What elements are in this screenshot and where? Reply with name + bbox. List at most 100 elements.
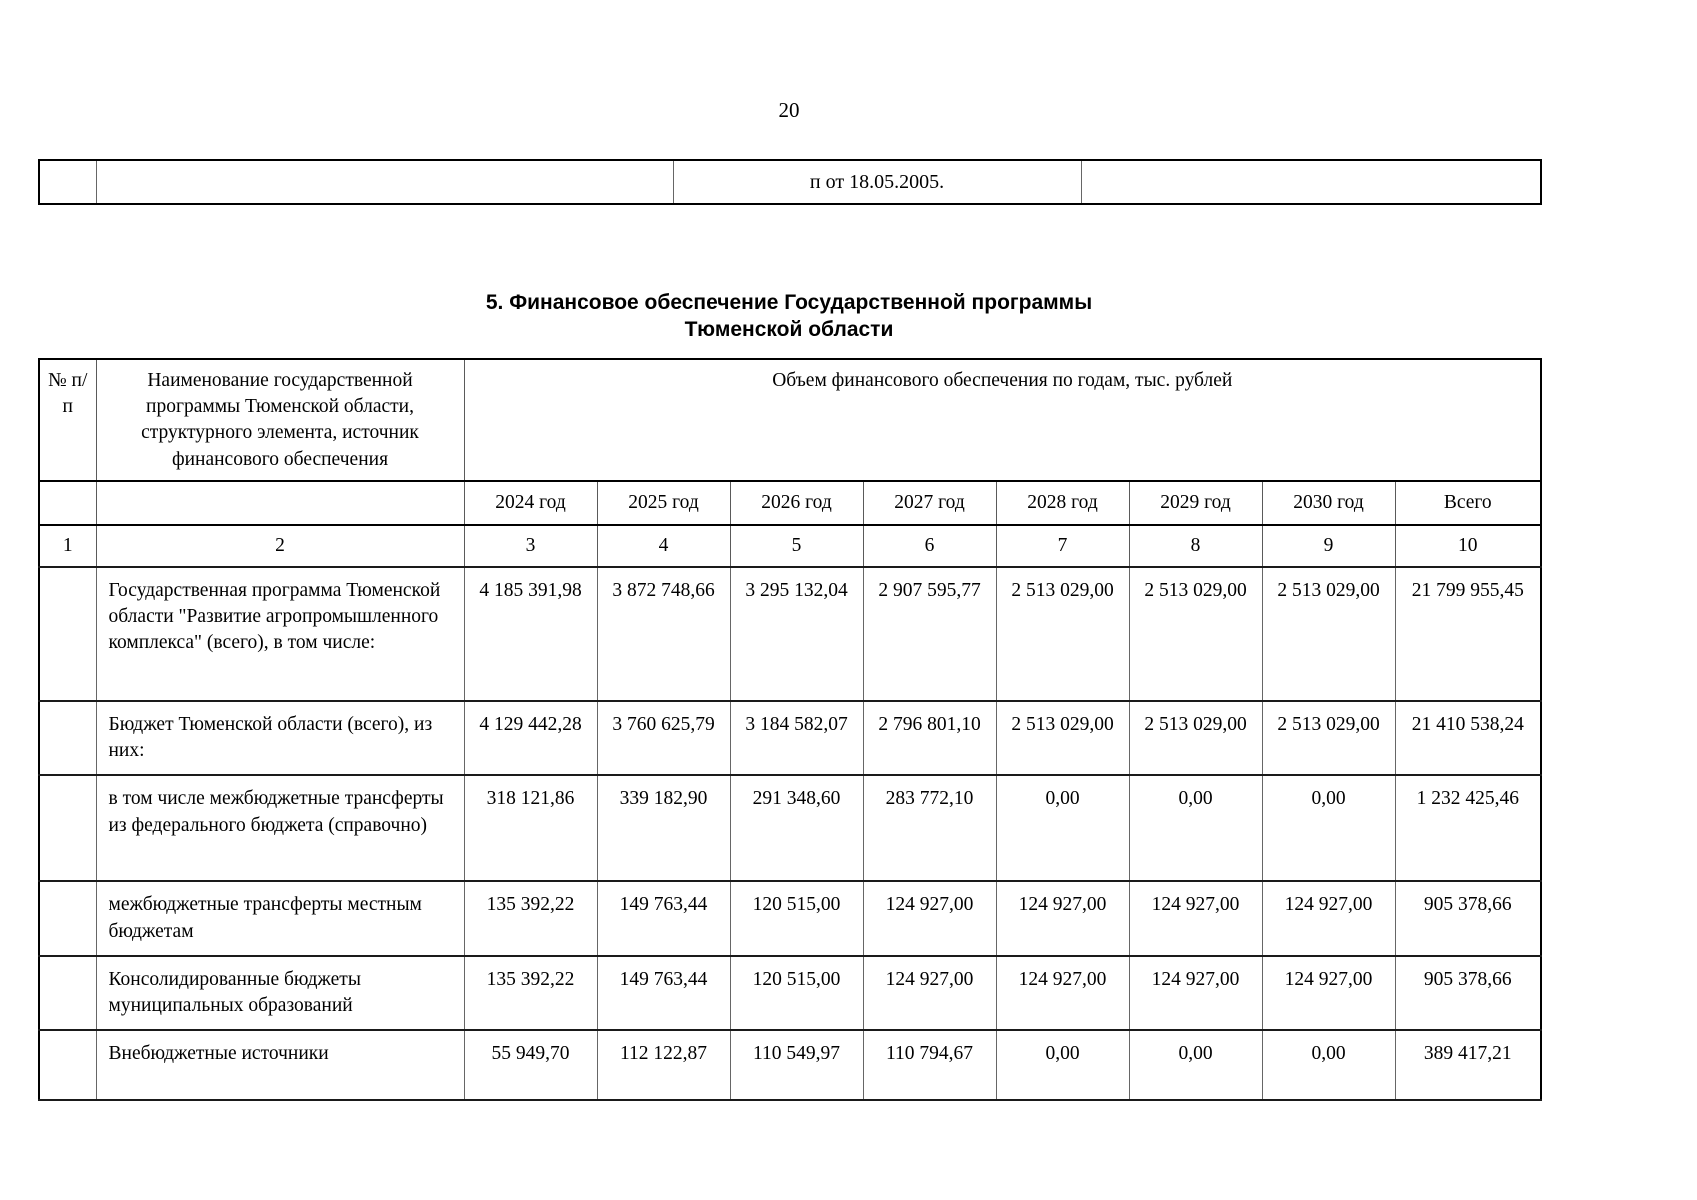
year-header-cell: 2028 год	[995, 480, 1130, 526]
row-num-cell	[38, 565, 97, 702]
value-cell: 124 927,00	[1261, 954, 1396, 1032]
value-cell: 2 513 029,00	[1261, 565, 1396, 702]
value-cell: 318 121,86	[463, 774, 598, 883]
year-header-cell: 2027 год	[862, 480, 997, 526]
row-name-cell: Внебюджетные источники	[95, 1029, 465, 1102]
section-title-line2: Тюменской области	[684, 318, 894, 342]
row-num-cell	[38, 774, 97, 883]
value-cell: 3 760 625,79	[596, 699, 731, 777]
value-cell: 4 129 442,28	[463, 699, 598, 777]
value-cell: 21 410 538,24	[1394, 699, 1542, 777]
header-row-years: 2024 год 2025 год 2026 год 2027 год 2028 год…	[38, 480, 1542, 526]
value-cell: 2 513 029,00	[995, 699, 1130, 777]
column-number-cell: 8	[1128, 524, 1263, 568]
header-row-column-numbers: 1 2 3 4 5 6 7 8 9 10	[38, 524, 1542, 568]
value-cell: 2 907 595,77	[862, 565, 997, 702]
value-cell: 110 549,97	[729, 1029, 864, 1102]
value-cell: 124 927,00	[862, 880, 997, 957]
table-row: межбюджетные трансферты местным бюджетам…	[38, 880, 1542, 957]
row-name-cell: в том числе межбюджетные трансферты из ф…	[95, 774, 465, 883]
continued-table-fragment: п от 18.05.2005.	[38, 159, 1542, 205]
value-cell: 110 794,67	[862, 1029, 997, 1102]
value-cell: 149 763,44	[596, 954, 731, 1032]
value-cell: 0,00	[1261, 774, 1396, 883]
section-title: 5. Финансовое обеспечение Государственно…	[38, 289, 1540, 344]
value-cell: 2 513 029,00	[1261, 699, 1396, 777]
value-cell: 112 122,87	[596, 1029, 731, 1102]
year-header-cell: Всего	[1394, 480, 1542, 526]
header-col-num: № п/п	[38, 358, 97, 482]
value-cell: 291 348,60	[729, 774, 864, 883]
row-name-cell: межбюджетные трансферты местным бюджетам	[95, 880, 465, 957]
value-cell: 905 378,66	[1394, 880, 1542, 957]
column-number-cell: 4	[596, 524, 731, 568]
row-num-cell	[38, 1029, 97, 1102]
year-header-cell: 2029 год	[1128, 480, 1263, 526]
value-cell: 135 392,22	[463, 880, 598, 957]
document-page: 20 п от 18.05.2005. 5. Финансовое обеспе…	[38, 0, 1543, 1102]
value-cell: 21 799 955,45	[1394, 565, 1542, 702]
value-cell: 283 772,10	[862, 774, 997, 883]
value-cell: 120 515,00	[729, 880, 864, 957]
column-number-cell: 3	[463, 524, 598, 568]
table-row: Консолидированные бюджеты муниципальных …	[38, 954, 1542, 1032]
value-cell: 3 872 748,66	[596, 565, 731, 702]
column-number-cell: 7	[995, 524, 1130, 568]
header-row-main: № п/п Наименование государственной прогр…	[38, 358, 1542, 482]
value-cell: 1 232 425,46	[1394, 774, 1542, 883]
value-cell: 0,00	[1128, 1029, 1263, 1102]
fragment-row: п от 18.05.2005.	[38, 160, 1542, 204]
row-num-cell	[38, 954, 97, 1032]
page-number: 20	[778, 98, 800, 122]
value-cell: 4 185 391,98	[463, 565, 598, 702]
column-number-cell: 6	[862, 524, 997, 568]
row-num-cell	[38, 699, 97, 777]
row-name-cell: Консолидированные бюджеты муниципальных …	[95, 954, 465, 1032]
value-cell: 55 949,70	[463, 1029, 598, 1102]
year-header-cell: 2024 год	[463, 480, 598, 526]
value-cell: 0,00	[1261, 1029, 1396, 1102]
column-number-cell: 2	[95, 524, 465, 568]
year-header-cell: 2026 год	[729, 480, 864, 526]
table-row: Бюджет Тюменской области (всего), из них…	[38, 699, 1542, 777]
fragment-cell-num	[38, 160, 97, 204]
row-num-cell	[38, 880, 97, 957]
value-cell: 124 927,00	[995, 954, 1130, 1032]
value-cell: 124 927,00	[1128, 880, 1263, 957]
header-year-empty	[38, 480, 97, 526]
header-col-group: Объем финансового обеспечения по годам, …	[463, 358, 1542, 482]
year-header-cell: 2025 год	[596, 480, 731, 526]
value-cell: 124 927,00	[1128, 954, 1263, 1032]
table-row: Государственная программа Тюменской обла…	[38, 565, 1542, 702]
value-cell: 0,00	[1128, 774, 1263, 883]
fragment-cell-name	[95, 160, 674, 204]
value-cell: 2 513 029,00	[1128, 699, 1263, 777]
row-name-cell: Государственная программа Тюменской обла…	[95, 565, 465, 702]
value-cell: 2 513 029,00	[1128, 565, 1263, 702]
value-cell: 2 513 029,00	[995, 565, 1130, 702]
year-header-cell: 2030 год	[1261, 480, 1396, 526]
value-cell: 124 927,00	[1261, 880, 1396, 957]
finance-table: № п/п Наименование государственной прогр…	[38, 357, 1543, 1102]
value-cell: 2 796 801,10	[862, 699, 997, 777]
value-cell: 120 515,00	[729, 954, 864, 1032]
column-number-cell: 9	[1261, 524, 1396, 568]
fragment-cell-extra	[1080, 160, 1542, 204]
value-cell: 389 417,21	[1394, 1029, 1542, 1102]
table-row: в том числе межбюджетные трансферты из ф…	[38, 774, 1542, 883]
value-cell: 0,00	[995, 774, 1130, 883]
value-cell: 149 763,44	[596, 880, 731, 957]
value-cell: 3 295 132,04	[729, 565, 864, 702]
section-title-line1: 5. Финансовое обеспечение Государственно…	[485, 291, 1093, 314]
fragment-cell-note: п от 18.05.2005.	[672, 160, 1082, 204]
row-name-cell: Бюджет Тюменской области (всего), из них…	[95, 699, 465, 777]
value-cell: 124 927,00	[862, 954, 997, 1032]
finance-table-body: Государственная программа Тюменской обла…	[38, 565, 1542, 1102]
value-cell: 3 184 582,07	[729, 699, 864, 777]
value-cell: 135 392,22	[463, 954, 598, 1032]
value-cell: 339 182,90	[596, 774, 731, 883]
column-number-cell: 5	[729, 524, 864, 568]
header-col-name: Наименование государственной программы Т…	[95, 358, 465, 482]
column-number-cell: 10	[1394, 524, 1542, 568]
table-row: Внебюджетные источники 55 949,70 112 122,8…	[38, 1029, 1542, 1102]
